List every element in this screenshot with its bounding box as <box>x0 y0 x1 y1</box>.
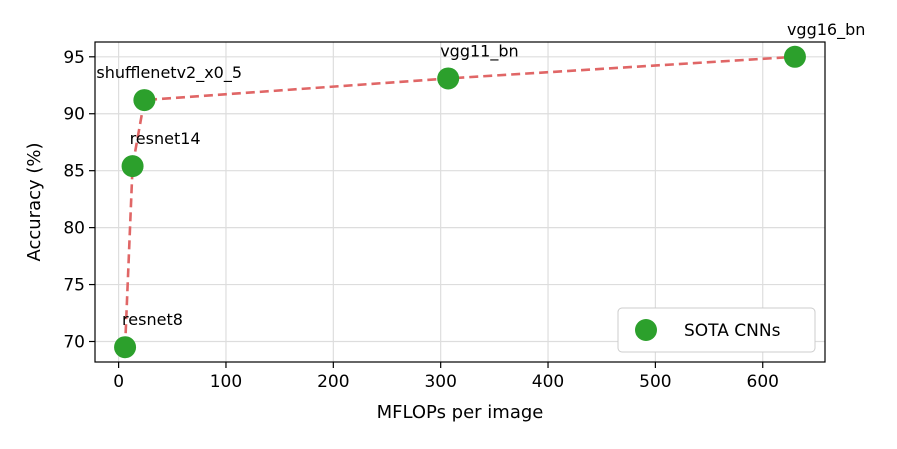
point-label-vgg16_bn: vgg16_bn <box>787 20 865 40</box>
legend-label: SOTA CNNs <box>684 321 781 341</box>
legend-box <box>617 307 816 353</box>
x-tick-label: 400 <box>532 372 564 392</box>
y-axis-label: Accuracy (%) <box>24 142 45 261</box>
x-tick-label: 200 <box>317 372 349 392</box>
legend: SOTA CNNs <box>617 307 816 353</box>
point-label-shufflenetv2_x0_5: shufflenetv2_x0_5 <box>96 63 242 83</box>
x-tick-label: 100 <box>210 372 242 392</box>
x-tick-label: 0 <box>113 372 124 392</box>
point-vgg11_bn <box>437 67 460 90</box>
x-axis-ticks: 0 100 200 300 400 500 600 <box>113 362 779 392</box>
x-tick-label: 600 <box>747 372 779 392</box>
points-layer <box>114 45 806 359</box>
point-resnet8 <box>114 336 137 359</box>
y-axis-ticks: 70 75 80 85 90 95 <box>63 48 95 353</box>
y-tick-label: 85 <box>63 162 85 182</box>
y-tick-label: 70 <box>63 333 85 353</box>
point-label-resnet8: resnet8 <box>122 310 183 329</box>
y-tick-label: 75 <box>63 276 85 296</box>
legend-marker <box>635 319 657 341</box>
frontier-layer <box>123 55 796 348</box>
y-tick-label: 80 <box>63 219 85 239</box>
x-tick-label: 500 <box>639 372 671 392</box>
y-tick-label: 95 <box>63 48 85 68</box>
plot-frame <box>94 41 826 363</box>
frontier-line <box>123 55 796 348</box>
point-resnet14 <box>121 155 144 178</box>
grid-lines <box>95 42 825 362</box>
point-vgg16_bn <box>783 45 806 68</box>
point-shufflenetv2_x0_5 <box>133 89 156 112</box>
point-labels-layer: resnet8 resnet14 shufflenetv2_x0_5 vgg11_bn… <box>96 20 865 329</box>
point-label-vgg11_bn: vgg11_bn <box>440 41 518 61</box>
x-axis-label: MFLOPs per image <box>377 402 544 423</box>
y-tick-label: 90 <box>63 105 85 125</box>
point-label-resnet14: resnet14 <box>130 129 201 148</box>
x-tick-label: 300 <box>424 372 456 392</box>
